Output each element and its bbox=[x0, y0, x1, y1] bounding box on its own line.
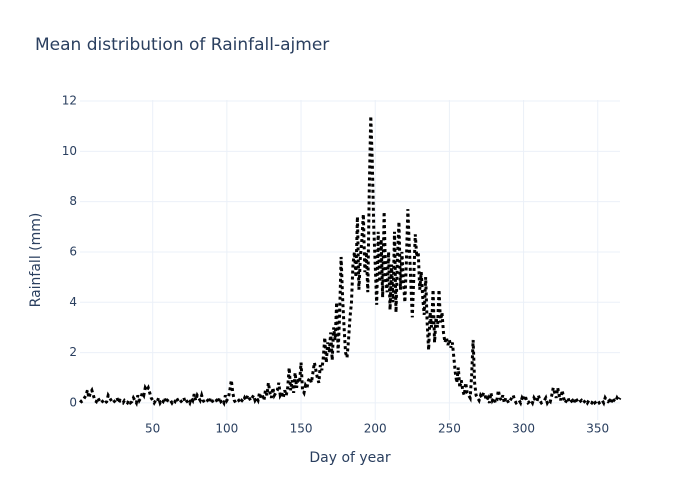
y-axis-title: Rainfall (mm) bbox=[28, 213, 44, 308]
x-tick-label: 350 bbox=[586, 422, 609, 436]
chart-title: Mean distribution of Rainfall-ajmer bbox=[35, 35, 329, 55]
x-tick-label: 200 bbox=[364, 422, 387, 436]
x-tick-label: 100 bbox=[215, 422, 238, 436]
y-tick-label: 4 bbox=[69, 295, 77, 309]
y-tick-label: 8 bbox=[69, 194, 77, 208]
x-tick-label: 250 bbox=[438, 422, 461, 436]
y-tick-label: 10 bbox=[62, 144, 77, 158]
y-tick-label: 0 bbox=[69, 395, 77, 409]
x-tick-label: 50 bbox=[145, 422, 160, 436]
y-tick-label: 2 bbox=[69, 345, 77, 359]
y-tick-label: 6 bbox=[69, 244, 77, 258]
x-tick-label: 150 bbox=[290, 422, 313, 436]
rainfall-line bbox=[79, 116, 622, 408]
x-axis-title: Day of year bbox=[309, 450, 391, 466]
x-tick-label: 300 bbox=[512, 422, 535, 436]
y-tick-label: 12 bbox=[62, 94, 77, 108]
